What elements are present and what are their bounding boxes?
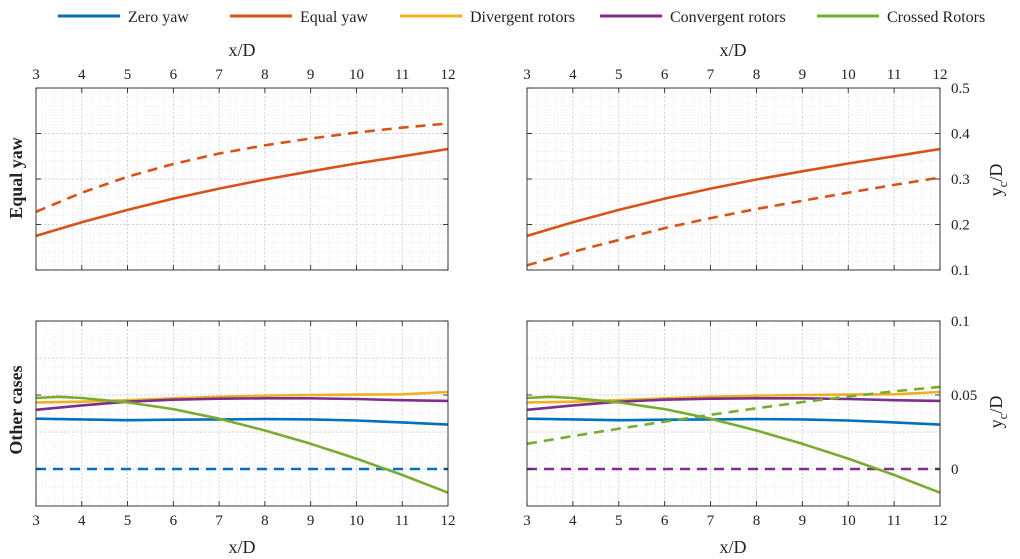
x-tick-label: 3 [32,67,40,83]
series-line-3 [526,396,941,412]
ylabel-sub: c [995,413,1010,419]
x-tick-label: 12 [933,513,948,529]
panel-top-left: 3 4 5 6 7 8 9 10 11 12 [32,67,456,271]
x-tick-label: 7 [215,67,223,83]
x-tick-label: 8 [261,513,269,529]
x-tick-label: 7 [215,513,223,529]
y-tick-label: 0.2 [951,218,970,234]
panels: 3 4 5 6 7 8 9 10 11 12 3 4 5 6 7 8 9 10 11 12 0.1 0.2 0.3 0.4 0.… [32,67,977,529]
y-tick-label: 0 [951,462,959,478]
x-tick-label: 9 [307,67,315,83]
x-tick-label: 8 [753,513,761,529]
x-tick-label: 4 [569,513,577,529]
x-tick-label: 9 [799,67,807,83]
x-tick-label: 6 [661,67,669,83]
series-line-4 [526,395,941,494]
panel-bottom-right: 3 4 5 6 7 8 9 10 11 12 0 0.05 0.1 [523,314,977,529]
grid [35,320,449,507]
x-tick-label: 7 [707,67,715,83]
bottom-left-xlabel: x/D [229,537,256,557]
x-tick-label: 10 [841,513,856,529]
grid [35,87,449,271]
x-tick-label: 12 [933,67,948,83]
series-line-1 [35,122,449,213]
y-tick-label: 0.1 [951,314,970,330]
series-line-0 [526,147,941,238]
ylabel-main: y [986,419,1006,428]
ylabel-tail: /D [986,396,1006,414]
x-tick-label: 4 [569,67,577,83]
series-line-3 [35,396,449,412]
axes-box [35,320,449,507]
x-tick-label: 5 [615,67,623,83]
series-line-1 [526,176,941,267]
x-tick-label: 12 [441,513,456,529]
x-tick-label: 3 [32,513,40,529]
legend-label: Divergent rotors [470,9,575,26]
legend-label: Equal yaw [300,9,368,26]
bottom-right-xlabel: x/D [720,537,747,557]
series-line-4 [35,395,449,494]
x-tick-label: 6 [170,513,178,529]
x-tick-label: 11 [887,67,901,83]
row-label-equal-yaw: Equal yaw [6,137,26,219]
panel-top-right: 3 4 5 6 7 8 9 10 11 12 0.1 0.2 0.3 0.4 0.5 [523,67,970,279]
top-left-xlabel: x/D [229,40,256,60]
legend-label: Zero yaw [128,9,189,26]
legend-label: Crossed Rotors [887,9,985,26]
series-line-0 [35,417,449,426]
x-tick-label: 11 [395,67,409,83]
grid [526,87,941,271]
y-tick-label: 0.3 [951,172,970,188]
y-tick-label: 0.5 [951,81,970,97]
x-tick-label: 3 [523,67,531,83]
x-tick-label: 5 [124,67,132,83]
y-tick-label: 0.4 [951,127,970,143]
ylabel-sub: c [995,181,1010,187]
x-tick-label: 11 [887,513,901,529]
x-tick-label: 5 [615,513,623,529]
x-tick-label: 6 [661,513,669,529]
x-tick-label: 12 [441,67,456,83]
top-right-xlabel: x/D [720,40,747,60]
x-tick-label: 5 [124,513,132,529]
top-right-ylabel: yc/D [986,164,1010,197]
y-tick-label: 0.05 [951,388,977,404]
legend-label: Convergent rotors [670,9,786,26]
x-tick-label: 4 [78,513,86,529]
x-tick-label: 9 [799,513,807,529]
row-label-other-cases: Other cases [6,365,26,454]
series-line-5 [526,385,941,446]
series-line-0 [526,417,941,426]
bottom-right-ylabel: yc/D [986,396,1010,429]
x-tick-label: 7 [707,513,715,529]
x-tick-label: 6 [170,67,178,83]
x-tick-label: 3 [523,513,531,529]
x-tick-label: 10 [841,67,856,83]
x-tick-label: 9 [307,513,315,529]
x-tick-label: 11 [395,513,409,529]
axes-box [526,320,941,507]
y-tick-label: 0.1 [951,263,970,279]
x-tick-label: 4 [78,67,86,83]
x-tick-label: 8 [753,67,761,83]
series-line-0 [35,147,449,238]
ylabel-tail: /D [986,164,1006,182]
x-tick-label: 10 [349,513,364,529]
panel-bottom-left: 3 4 5 6 7 8 9 10 11 12 [32,320,456,529]
legend: Zero yaw Equal yaw Divergent rotors Converg… [58,9,985,26]
grid [526,320,941,507]
ylabel-main: y [986,187,1006,196]
x-tick-label: 8 [261,67,269,83]
x-tick-label: 10 [349,67,364,83]
